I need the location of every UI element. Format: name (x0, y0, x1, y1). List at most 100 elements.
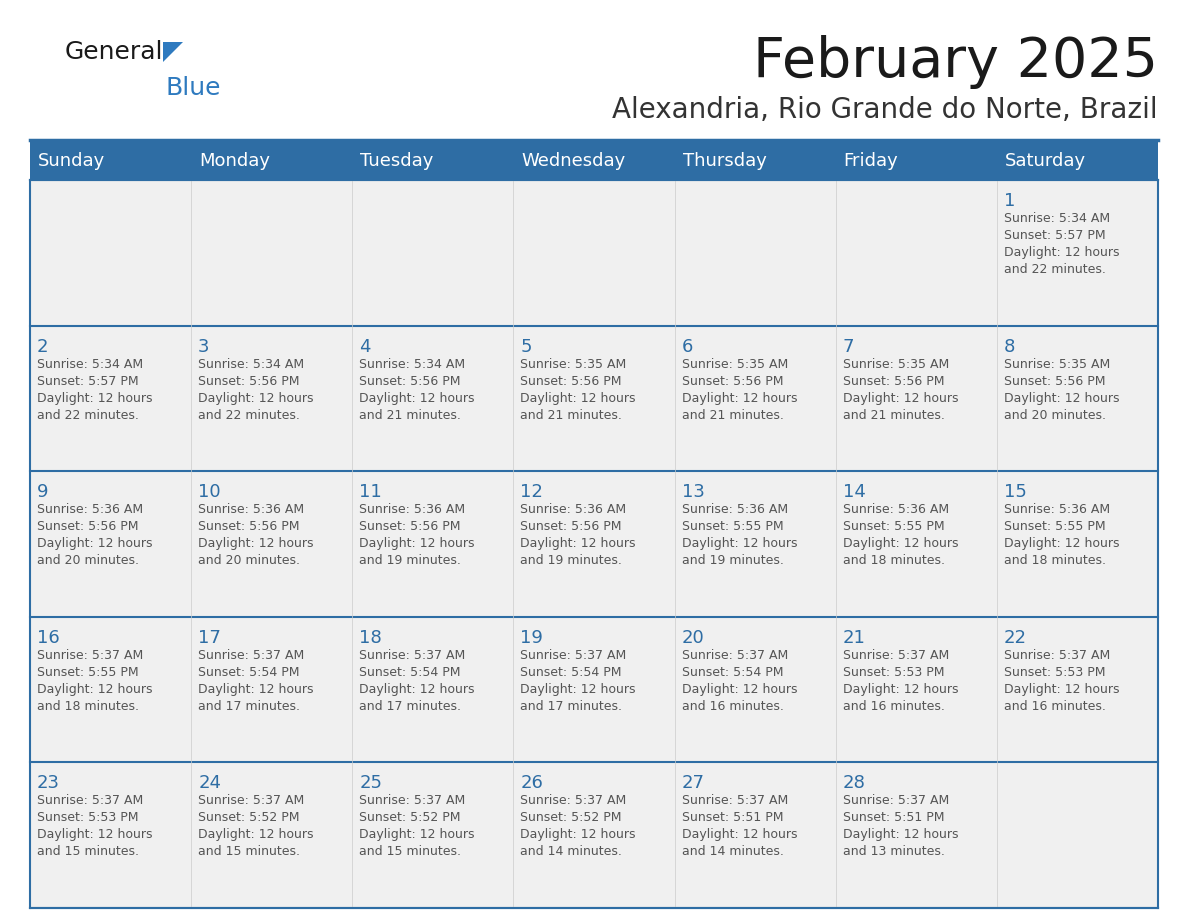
Text: Sunset: 5:56 PM: Sunset: 5:56 PM (359, 375, 461, 387)
Bar (191, 326, 353, 471)
Text: Daylight: 12 hours: Daylight: 12 hours (37, 537, 152, 550)
Text: Sunset: 5:56 PM: Sunset: 5:56 PM (359, 521, 461, 533)
Text: 7: 7 (842, 338, 854, 355)
Text: 19: 19 (520, 629, 543, 647)
Text: Sunset: 5:51 PM: Sunset: 5:51 PM (682, 812, 783, 824)
Bar (997, 763, 1158, 908)
Text: Sunday: Sunday (38, 152, 106, 170)
Text: Sunrise: 5:34 AM: Sunrise: 5:34 AM (37, 358, 143, 371)
Text: Daylight: 12 hours: Daylight: 12 hours (682, 537, 797, 550)
Text: Thursday: Thursday (683, 152, 766, 170)
Text: Daylight: 12 hours: Daylight: 12 hours (520, 537, 636, 550)
Bar (997, 326, 1158, 471)
Text: Daylight: 12 hours: Daylight: 12 hours (842, 683, 959, 696)
Text: 24: 24 (198, 775, 221, 792)
Bar (513, 180, 675, 326)
Bar (353, 142, 513, 180)
Bar (353, 326, 513, 471)
Text: and 22 minutes.: and 22 minutes. (37, 409, 139, 421)
Text: and 18 minutes.: and 18 minutes. (842, 554, 944, 567)
Bar (835, 471, 997, 617)
Text: and 21 minutes.: and 21 minutes. (682, 409, 783, 421)
Text: Daylight: 12 hours: Daylight: 12 hours (682, 392, 797, 405)
Bar (675, 142, 835, 180)
Text: Sunset: 5:54 PM: Sunset: 5:54 PM (520, 666, 623, 678)
Text: Alexandria, Rio Grande do Norte, Brazil: Alexandria, Rio Grande do Norte, Brazil (612, 96, 1158, 124)
Text: Sunrise: 5:36 AM: Sunrise: 5:36 AM (520, 503, 626, 516)
Text: Daylight: 12 hours: Daylight: 12 hours (37, 683, 152, 696)
Text: and 19 minutes.: and 19 minutes. (682, 554, 783, 567)
Text: Daylight: 12 hours: Daylight: 12 hours (520, 683, 636, 696)
Text: and 16 minutes.: and 16 minutes. (842, 700, 944, 712)
Text: Sunrise: 5:34 AM: Sunrise: 5:34 AM (1004, 212, 1110, 225)
Text: Sunset: 5:52 PM: Sunset: 5:52 PM (359, 812, 461, 824)
Text: Sunrise: 5:36 AM: Sunrise: 5:36 AM (37, 503, 143, 516)
Text: 13: 13 (682, 483, 704, 501)
Text: 22: 22 (1004, 629, 1026, 647)
Text: 9: 9 (37, 483, 49, 501)
Text: 6: 6 (682, 338, 693, 355)
Text: Sunrise: 5:37 AM: Sunrise: 5:37 AM (682, 794, 788, 808)
Bar (835, 180, 997, 326)
Text: and 14 minutes.: and 14 minutes. (520, 845, 623, 858)
Text: Daylight: 12 hours: Daylight: 12 hours (198, 537, 314, 550)
Text: Sunrise: 5:37 AM: Sunrise: 5:37 AM (520, 794, 627, 808)
Bar (675, 471, 835, 617)
Text: General: General (65, 40, 164, 64)
Bar (353, 471, 513, 617)
Text: 26: 26 (520, 775, 543, 792)
Text: 25: 25 (359, 775, 383, 792)
Text: and 17 minutes.: and 17 minutes. (520, 700, 623, 712)
Text: 15: 15 (1004, 483, 1026, 501)
Bar (353, 180, 513, 326)
Text: Sunset: 5:57 PM: Sunset: 5:57 PM (37, 375, 139, 387)
Text: Sunset: 5:53 PM: Sunset: 5:53 PM (37, 812, 139, 824)
Bar (835, 142, 997, 180)
Bar (191, 471, 353, 617)
Bar (513, 471, 675, 617)
Text: Daylight: 12 hours: Daylight: 12 hours (37, 828, 152, 842)
Text: Sunrise: 5:36 AM: Sunrise: 5:36 AM (359, 503, 466, 516)
Text: 14: 14 (842, 483, 866, 501)
Text: Daylight: 12 hours: Daylight: 12 hours (198, 828, 314, 842)
Text: and 20 minutes.: and 20 minutes. (1004, 409, 1106, 421)
Bar (835, 763, 997, 908)
Text: Sunset: 5:56 PM: Sunset: 5:56 PM (198, 521, 299, 533)
Text: Sunrise: 5:36 AM: Sunrise: 5:36 AM (1004, 503, 1110, 516)
Text: 4: 4 (359, 338, 371, 355)
Bar (191, 180, 353, 326)
Bar (30, 180, 191, 326)
Text: Sunrise: 5:37 AM: Sunrise: 5:37 AM (37, 649, 144, 662)
Text: and 15 minutes.: and 15 minutes. (198, 845, 301, 858)
Text: and 21 minutes.: and 21 minutes. (359, 409, 461, 421)
Bar (997, 180, 1158, 326)
Text: 5: 5 (520, 338, 532, 355)
Text: 2: 2 (37, 338, 49, 355)
Text: Sunrise: 5:35 AM: Sunrise: 5:35 AM (520, 358, 627, 371)
Text: and 21 minutes.: and 21 minutes. (842, 409, 944, 421)
Text: Sunrise: 5:37 AM: Sunrise: 5:37 AM (682, 649, 788, 662)
Bar (513, 763, 675, 908)
Text: 28: 28 (842, 775, 866, 792)
Text: 3: 3 (198, 338, 209, 355)
Text: Sunset: 5:55 PM: Sunset: 5:55 PM (682, 521, 783, 533)
Text: and 22 minutes.: and 22 minutes. (1004, 263, 1106, 276)
Bar (835, 326, 997, 471)
Text: Daylight: 12 hours: Daylight: 12 hours (359, 683, 475, 696)
Text: Sunrise: 5:37 AM: Sunrise: 5:37 AM (359, 649, 466, 662)
Text: Daylight: 12 hours: Daylight: 12 hours (842, 828, 959, 842)
Text: Sunrise: 5:35 AM: Sunrise: 5:35 AM (842, 358, 949, 371)
Text: Sunrise: 5:37 AM: Sunrise: 5:37 AM (842, 794, 949, 808)
Bar (835, 617, 997, 763)
Bar (997, 617, 1158, 763)
Text: Daylight: 12 hours: Daylight: 12 hours (1004, 683, 1119, 696)
Text: and 22 minutes.: and 22 minutes. (198, 409, 301, 421)
Bar (513, 326, 675, 471)
Text: Sunset: 5:55 PM: Sunset: 5:55 PM (37, 666, 139, 678)
Text: Daylight: 12 hours: Daylight: 12 hours (1004, 392, 1119, 405)
Text: Sunset: 5:56 PM: Sunset: 5:56 PM (682, 375, 783, 387)
Bar (30, 471, 191, 617)
Text: Sunset: 5:54 PM: Sunset: 5:54 PM (359, 666, 461, 678)
Text: Sunrise: 5:36 AM: Sunrise: 5:36 AM (682, 503, 788, 516)
Text: Sunset: 5:55 PM: Sunset: 5:55 PM (1004, 521, 1106, 533)
